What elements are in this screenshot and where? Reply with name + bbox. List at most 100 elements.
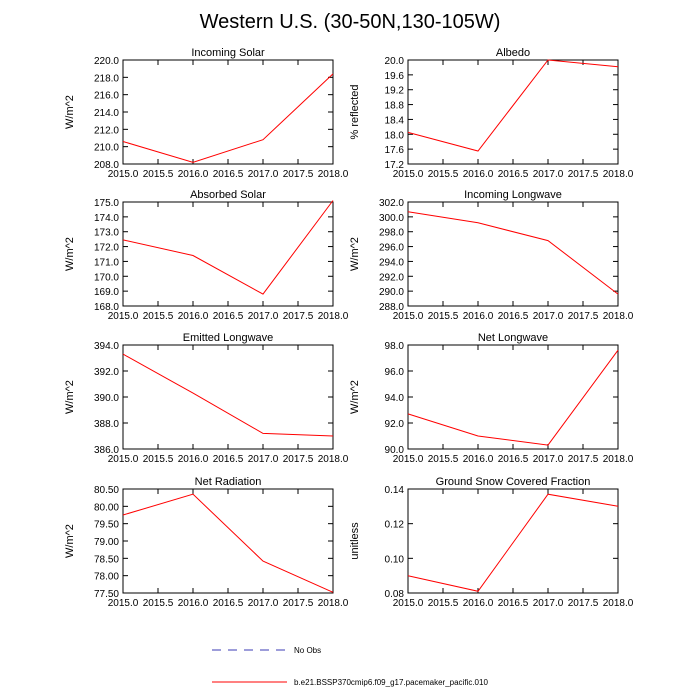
series-line <box>407 59 619 152</box>
plot-frame <box>122 488 334 594</box>
y-tick-label: 18.8 <box>385 101 405 112</box>
x-tick-label: 2017.0 <box>248 311 279 322</box>
legend-label-no-obs: No Obs <box>294 646 321 655</box>
x-tick-label: 2018.0 <box>318 311 349 322</box>
y-axis-label: % reflected <box>349 84 361 139</box>
series-line <box>122 353 334 437</box>
y-axis-label: W/m^2 <box>64 524 76 558</box>
x-tick-label: 2018.0 <box>318 598 349 609</box>
y-tick-label: 210.0 <box>94 143 119 154</box>
y-tick-label: 90.0 <box>385 445 405 456</box>
panel-6: Net Radiation W/m^2 2015.0 2015.5 2016.0 2016… <box>64 476 349 609</box>
x-tick-label: 2016.0 <box>463 598 494 609</box>
y-tick-label: 388.0 <box>94 419 119 430</box>
y-tick-label: 220.0 <box>94 56 119 67</box>
x-tick-label: 2017.0 <box>533 169 564 180</box>
panel-title: Net Radiation <box>195 476 262 488</box>
y-tick-label: 18.0 <box>385 130 405 141</box>
x-tick-label: 2016.0 <box>463 311 494 322</box>
x-tick-label: 2015.0 <box>393 454 424 465</box>
x-tick-label: 2016.5 <box>498 598 529 609</box>
y-axis-label: W/m^2 <box>349 380 361 414</box>
panels: Incoming Solar W/m^2 2015.0 2015.5 2016.0 201… <box>64 47 634 609</box>
x-tick-label: 2015.5 <box>143 598 174 609</box>
panel-2: Absorbed Solar W/m^2 2015.0 2015.5 2016.0 201… <box>64 189 349 322</box>
panel-5: Net Longwave W/m^2 2015.0 2015.5 2016.0 2016.… <box>349 332 634 465</box>
x-tick-label: 2015.0 <box>108 311 139 322</box>
x-tick-label: 2016.0 <box>463 169 494 180</box>
y-tick-label: 214.0 <box>94 108 119 119</box>
y-tick-label: 290.0 <box>379 287 404 298</box>
y-tick-label: 79.50 <box>94 520 119 531</box>
y-tick-label: 170.0 <box>94 272 119 283</box>
series-line <box>122 493 334 593</box>
y-tick-label: 212.0 <box>94 125 119 136</box>
y-tick-label: 174.0 <box>94 213 119 224</box>
y-tick-label: 208.0 <box>94 160 119 171</box>
x-tick-label: 2016.5 <box>213 598 244 609</box>
panel-7: Ground Snow Covered Fraction unitless 2015… <box>349 476 634 609</box>
x-tick-label: 2018.0 <box>603 169 634 180</box>
y-tick-label: 392.0 <box>94 367 119 378</box>
plot-frame <box>407 59 619 165</box>
y-axis-label: W/m^2 <box>349 237 361 271</box>
x-tick-label: 2016.5 <box>498 311 529 322</box>
y-tick-label: 96.0 <box>385 367 405 378</box>
plot-frame <box>122 59 334 165</box>
x-tick-label: 2017.0 <box>248 598 279 609</box>
x-tick-label: 2016.5 <box>498 454 529 465</box>
plot-frame <box>122 344 334 450</box>
x-tick-label: 2017.5 <box>568 454 599 465</box>
y-tick-label: 296.0 <box>379 243 404 254</box>
legend: No Obs b.e21.BSSP370cmip6.f09_g17.pacema… <box>212 646 488 687</box>
x-tick-label: 2017.0 <box>533 598 564 609</box>
y-tick-label: 20.0 <box>385 56 405 67</box>
y-tick-label: 218.0 <box>94 73 119 84</box>
y-tick-label: 92.0 <box>385 419 405 430</box>
panel-title: Incoming Solar <box>191 47 265 59</box>
x-tick-label: 2017.5 <box>283 454 314 465</box>
series-line <box>122 73 334 163</box>
x-tick-label: 2016.0 <box>178 169 209 180</box>
figure-title: Western U.S. (30-50N,130-105W) <box>200 11 501 33</box>
y-tick-label: 169.0 <box>94 287 119 298</box>
x-tick-label: 2017.0 <box>248 454 279 465</box>
x-tick-label: 2016.0 <box>178 311 209 322</box>
x-tick-label: 2017.5 <box>283 311 314 322</box>
panel-0: Incoming Solar W/m^2 2015.0 2015.5 2016.0 201… <box>64 47 349 180</box>
y-tick-label: 300.0 <box>379 213 404 224</box>
series-line <box>122 200 334 295</box>
plot-frame <box>122 201 334 307</box>
y-tick-label: 173.0 <box>94 228 119 239</box>
x-tick-label: 2016.0 <box>178 454 209 465</box>
y-axis-label: W/m^2 <box>64 95 76 129</box>
panel-title: Net Longwave <box>478 332 548 344</box>
y-tick-label: 78.50 <box>94 554 119 565</box>
y-tick-label: 80.50 <box>94 485 119 496</box>
plot-frame <box>407 201 619 307</box>
x-tick-label: 2015.5 <box>143 454 174 465</box>
y-tick-label: 390.0 <box>94 393 119 404</box>
x-tick-label: 2015.5 <box>428 311 459 322</box>
y-axis-label: unitless <box>349 522 361 560</box>
x-tick-label: 2018.0 <box>603 454 634 465</box>
series-line <box>407 493 619 592</box>
x-tick-label: 2018.0 <box>318 169 349 180</box>
y-tick-label: 19.2 <box>385 86 405 97</box>
x-tick-label: 2016.5 <box>213 169 244 180</box>
x-tick-label: 2015.0 <box>393 169 424 180</box>
y-axis-label: W/m^2 <box>64 380 76 414</box>
panel-title: Emitted Longwave <box>183 332 274 344</box>
y-tick-label: 79.00 <box>94 537 119 548</box>
panel-3: Incoming Longwave W/m^2 2015.0 2015.5 2016.0… <box>349 189 634 322</box>
x-tick-label: 2017.0 <box>533 454 564 465</box>
y-tick-label: 294.0 <box>379 257 404 268</box>
panel-1: Albedo % reflected 2015.0 2015.5 2016.0 2016.… <box>349 47 634 180</box>
plot-frame <box>407 488 619 594</box>
y-axis-label: W/m^2 <box>64 237 76 271</box>
y-tick-label: 78.00 <box>94 572 119 583</box>
x-tick-label: 2015.0 <box>393 598 424 609</box>
y-tick-label: 172.0 <box>94 243 119 254</box>
panel-title: Ground Snow Covered Fraction <box>436 476 591 488</box>
